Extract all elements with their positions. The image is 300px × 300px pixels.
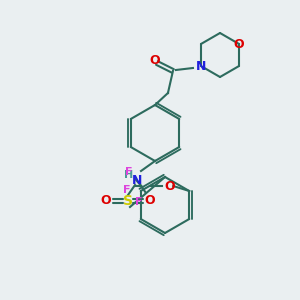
Text: O: O — [150, 55, 160, 68]
Text: O: O — [145, 194, 155, 208]
Text: F: F — [125, 167, 133, 177]
Text: F: F — [124, 185, 131, 195]
Text: N: N — [132, 175, 142, 188]
Text: H: H — [124, 170, 134, 180]
Text: O: O — [164, 179, 175, 193]
Text: F: F — [136, 197, 143, 207]
Text: O: O — [101, 194, 111, 208]
Text: N: N — [196, 59, 206, 73]
Text: O: O — [234, 38, 244, 50]
Text: S: S — [123, 194, 133, 208]
